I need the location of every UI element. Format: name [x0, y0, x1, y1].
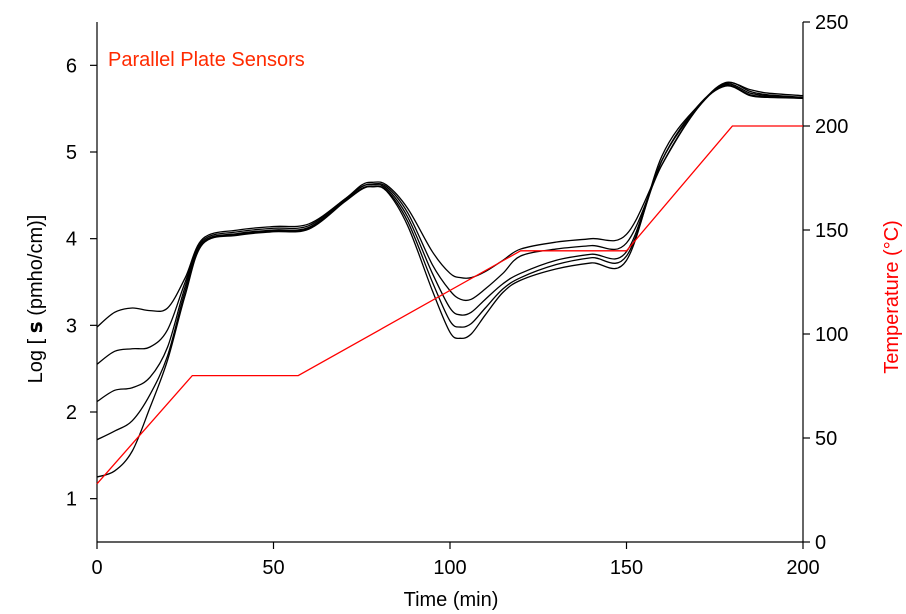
y2-axis-ticks: 0 50 100 150 200 250 — [803, 12, 848, 554]
plot-frame — [96, 22, 804, 543]
chart-annotation: Parallel Plate Sensors — [108, 49, 305, 71]
x-tick-label: 100 — [433, 557, 466, 579]
y-tick-label: 4 — [66, 229, 77, 251]
x-tick-label: 0 — [91, 557, 102, 579]
x-axis-ticks: 0 50 100 150 200 — [91, 542, 820, 579]
x-tick-label: 150 — [610, 557, 643, 579]
y-axis-title-post: (pmho/cm)] — [25, 215, 47, 322]
series-layer — [96, 81, 804, 485]
y2-axis-title: Temperature (°C) — [881, 220, 903, 374]
sigma-symbol: s — [23, 321, 47, 333]
y-tick-label: 2 — [66, 402, 77, 424]
x-axis-title: Time (min) — [404, 589, 499, 611]
conductivity-line-5 — [96, 85, 804, 478]
temperature-line — [96, 125, 803, 485]
x-tick-label: 200 — [786, 557, 819, 579]
y-tick-label: 1 — [66, 489, 77, 511]
y2-tick-label: 150 — [815, 220, 848, 242]
conductivity-line-4 — [96, 84, 804, 441]
conductivity-line-2 — [96, 81, 804, 365]
x-tick-label: 50 — [262, 557, 284, 579]
y2-tick-label: 0 — [815, 532, 826, 554]
y-tick-label: 3 — [66, 315, 77, 337]
y-axis-ticks: 1 2 3 4 5 6 — [66, 55, 97, 511]
y2-tick-label: 200 — [815, 116, 848, 138]
y2-tick-label: 100 — [815, 324, 848, 346]
y-axis-title-pre: Log [ — [25, 333, 47, 383]
y-axis-title: Log [ s (pmho/cm)] — [23, 215, 47, 384]
y-tick-label: 5 — [66, 142, 77, 164]
y-tick-label: 6 — [66, 55, 77, 77]
y2-tick-label: 250 — [815, 12, 848, 34]
y2-tick-label: 50 — [815, 428, 837, 450]
